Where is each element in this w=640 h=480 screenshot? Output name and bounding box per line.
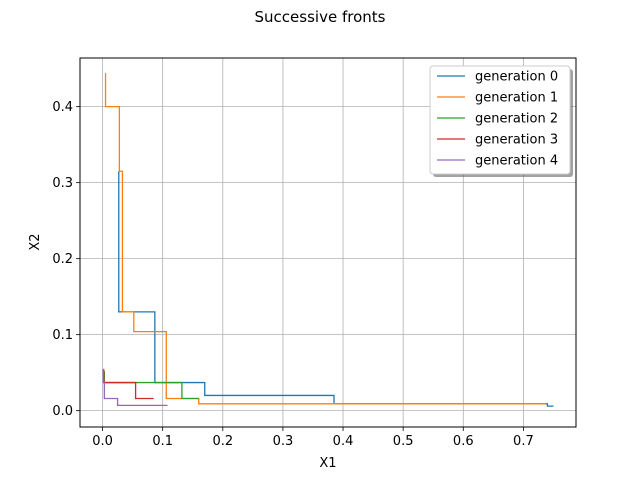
legend-box [429,65,571,175]
y-axis-ticks: 0.0 0.1 0.2 0.3 0.4 [52,100,80,419]
series-line-generation-4 [102,368,168,406]
x-tick-label: 0.0 [92,434,113,449]
x-tick-label: 0.7 [513,434,534,449]
legend-label: generation 4 [475,154,558,169]
x-tick-label: 0.2 [212,434,233,449]
x-tick-label: 0.4 [333,434,354,449]
y-tick-label: 0.0 [52,404,73,419]
y-tick-label: 0.2 [52,252,73,267]
x-tick-label: 0.1 [152,434,173,449]
legend-items: generation 0 generation 1 generation 2 gene… [437,70,558,169]
legend-label: generation 3 [475,133,558,148]
series-line-generation-0 [118,171,554,407]
legend-label: generation 2 [475,112,558,127]
x-axis-ticks: 0.0 0.1 0.2 0.3 0.4 0.5 0.6 0.7 [92,427,534,449]
x-tick-label: 0.3 [273,434,294,449]
x-tick-label: 0.6 [453,434,474,449]
y-tick-label: 0.3 [52,176,73,191]
legend-label: generation 0 [475,70,558,85]
series-layer [102,73,554,407]
chart-title: Successive fronts [255,8,386,26]
legend-label: generation 1 [475,91,558,106]
plot-frame [79,57,577,428]
y-tick-label: 0.1 [52,328,73,343]
x-axis-label: X1 [319,456,336,471]
y-axis-label: X2 [28,233,43,250]
legend: generation 0 generation 1 generation 2 gene… [429,65,573,177]
x-tick-label: 0.5 [393,434,414,449]
y-tick-label: 0.4 [52,100,73,115]
